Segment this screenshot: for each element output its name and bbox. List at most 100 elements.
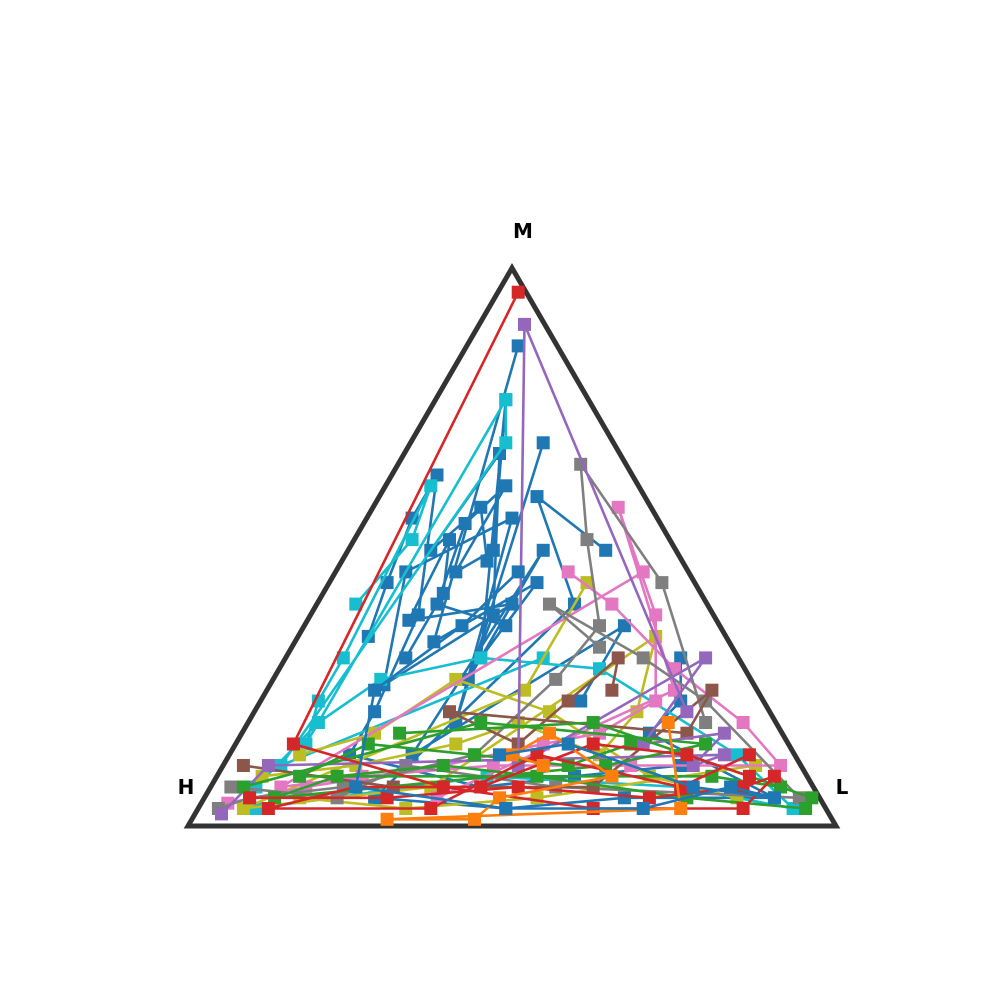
- data-point-16-2: [530, 769, 544, 783]
- data-point-12-8: [224, 780, 238, 794]
- data-point-1-1: [436, 586, 450, 600]
- data-point-7-0: [255, 769, 269, 783]
- data-point-10-5: [649, 694, 663, 708]
- data-point-13-1: [611, 651, 625, 665]
- data-point-8-0: [293, 748, 307, 762]
- data-point-18-3: [474, 780, 488, 794]
- data-point-14-3: [686, 759, 700, 772]
- data-point-16-7: [699, 737, 713, 751]
- data-point-17-2: [511, 780, 525, 794]
- data-point-18-1: [680, 748, 694, 762]
- data-point-17-6: [736, 802, 750, 815]
- data-point-9-3: [736, 716, 750, 729]
- data-point-14-1: [261, 759, 275, 772]
- data-point-16-9: [236, 780, 250, 794]
- data-point-19-4: [493, 791, 506, 805]
- data-point-14-4: [717, 726, 731, 740]
- data-point-13-4: [443, 705, 456, 719]
- series-line-1: [382, 441, 545, 724]
- series-line-13: [242, 656, 714, 789]
- data-point-19-2: [543, 726, 556, 740]
- data-point-9-0: [561, 565, 575, 579]
- data-point-14-0: [215, 807, 228, 821]
- data-point-2-6: [536, 543, 550, 557]
- data-point-11-6: [580, 533, 594, 547]
- data-point-18-9: [742, 748, 756, 762]
- data-point-13-2: [561, 694, 575, 708]
- data-point-18-0: [742, 769, 756, 783]
- data-point-17-5: [767, 769, 781, 783]
- data-point-13-0: [605, 683, 619, 697]
- data-point-13-6: [705, 683, 719, 697]
- data-point-20-1: [561, 737, 575, 751]
- data-point-17-1: [380, 791, 394, 805]
- data-point-15-6: [774, 780, 788, 794]
- data-point-17-9: [286, 737, 300, 751]
- data-point-2-1: [474, 500, 488, 514]
- data-point-9-6: [486, 759, 500, 772]
- data-point-0-4: [449, 565, 463, 579]
- data-point-13-9: [236, 759, 250, 772]
- data-point-17-10: [511, 285, 525, 299]
- data-point-2-9: [574, 694, 588, 708]
- data-point-20-9: [455, 619, 469, 633]
- data-point-15-7: [805, 791, 819, 805]
- data-point-12-1: [543, 597, 556, 611]
- data-point-17-3: [642, 791, 656, 805]
- data-point-7-10: [580, 576, 594, 590]
- data-point-15-9: [393, 726, 407, 740]
- data-point-5-2: [424, 479, 438, 493]
- data-point-5-1: [405, 533, 419, 547]
- data-point-11-9: [699, 716, 713, 729]
- data-point-11-8: [655, 576, 669, 590]
- data-point-5-3: [336, 651, 350, 665]
- series-line-16: [242, 721, 807, 810]
- data-point-1-7: [505, 511, 519, 525]
- data-point-12-2: [636, 651, 650, 665]
- data-point-20-10: [511, 565, 525, 579]
- data-point-14-8: [518, 317, 531, 331]
- data-point-16-0: [799, 802, 813, 815]
- data-point-10-7: [611, 500, 625, 514]
- series-line-3: [348, 473, 683, 789]
- data-point-12-0: [593, 640, 606, 654]
- data-point-3-3: [430, 468, 444, 482]
- data-point-11-4: [549, 672, 563, 686]
- series-20: [349, 565, 781, 815]
- data-point-1-0: [399, 651, 413, 665]
- data-point-20-6: [499, 802, 513, 815]
- data-point-7-2: [449, 737, 463, 751]
- data-point-7-8: [236, 802, 250, 815]
- data-point-19-6: [380, 812, 394, 826]
- data-point-15-8: [586, 716, 600, 729]
- data-point-16-8: [474, 716, 488, 729]
- data-point-1-9: [536, 436, 550, 450]
- data-point-7-9: [518, 683, 531, 697]
- data-point-18-6: [424, 802, 438, 815]
- data-point-18-2: [586, 737, 600, 751]
- data-point-19-0: [536, 759, 550, 772]
- data-point-19-5: [468, 812, 481, 826]
- data-point-5-7: [499, 436, 513, 450]
- data-point-18-5: [261, 802, 275, 815]
- data-point-4-8: [530, 490, 544, 504]
- data-point-3-4: [411, 608, 425, 622]
- data-point-4-9: [599, 543, 613, 557]
- data-point-0-10: [511, 339, 525, 353]
- data-point-14-2: [717, 748, 731, 762]
- data-point-2-4: [486, 608, 500, 622]
- data-point-4-4: [617, 791, 631, 805]
- data-point-19-3: [605, 769, 619, 783]
- data-point-5-6: [499, 393, 513, 407]
- data-point-18-7: [530, 748, 544, 762]
- vertex-label-l: L: [836, 775, 849, 799]
- data-point-17-0: [243, 791, 257, 805]
- data-point-14-6: [699, 651, 713, 665]
- data-point-6-1: [311, 716, 325, 729]
- data-point-16-4: [330, 769, 344, 783]
- data-point-20-7: [349, 780, 363, 794]
- data-point-6-3: [474, 651, 488, 665]
- data-point-5-0: [349, 597, 363, 611]
